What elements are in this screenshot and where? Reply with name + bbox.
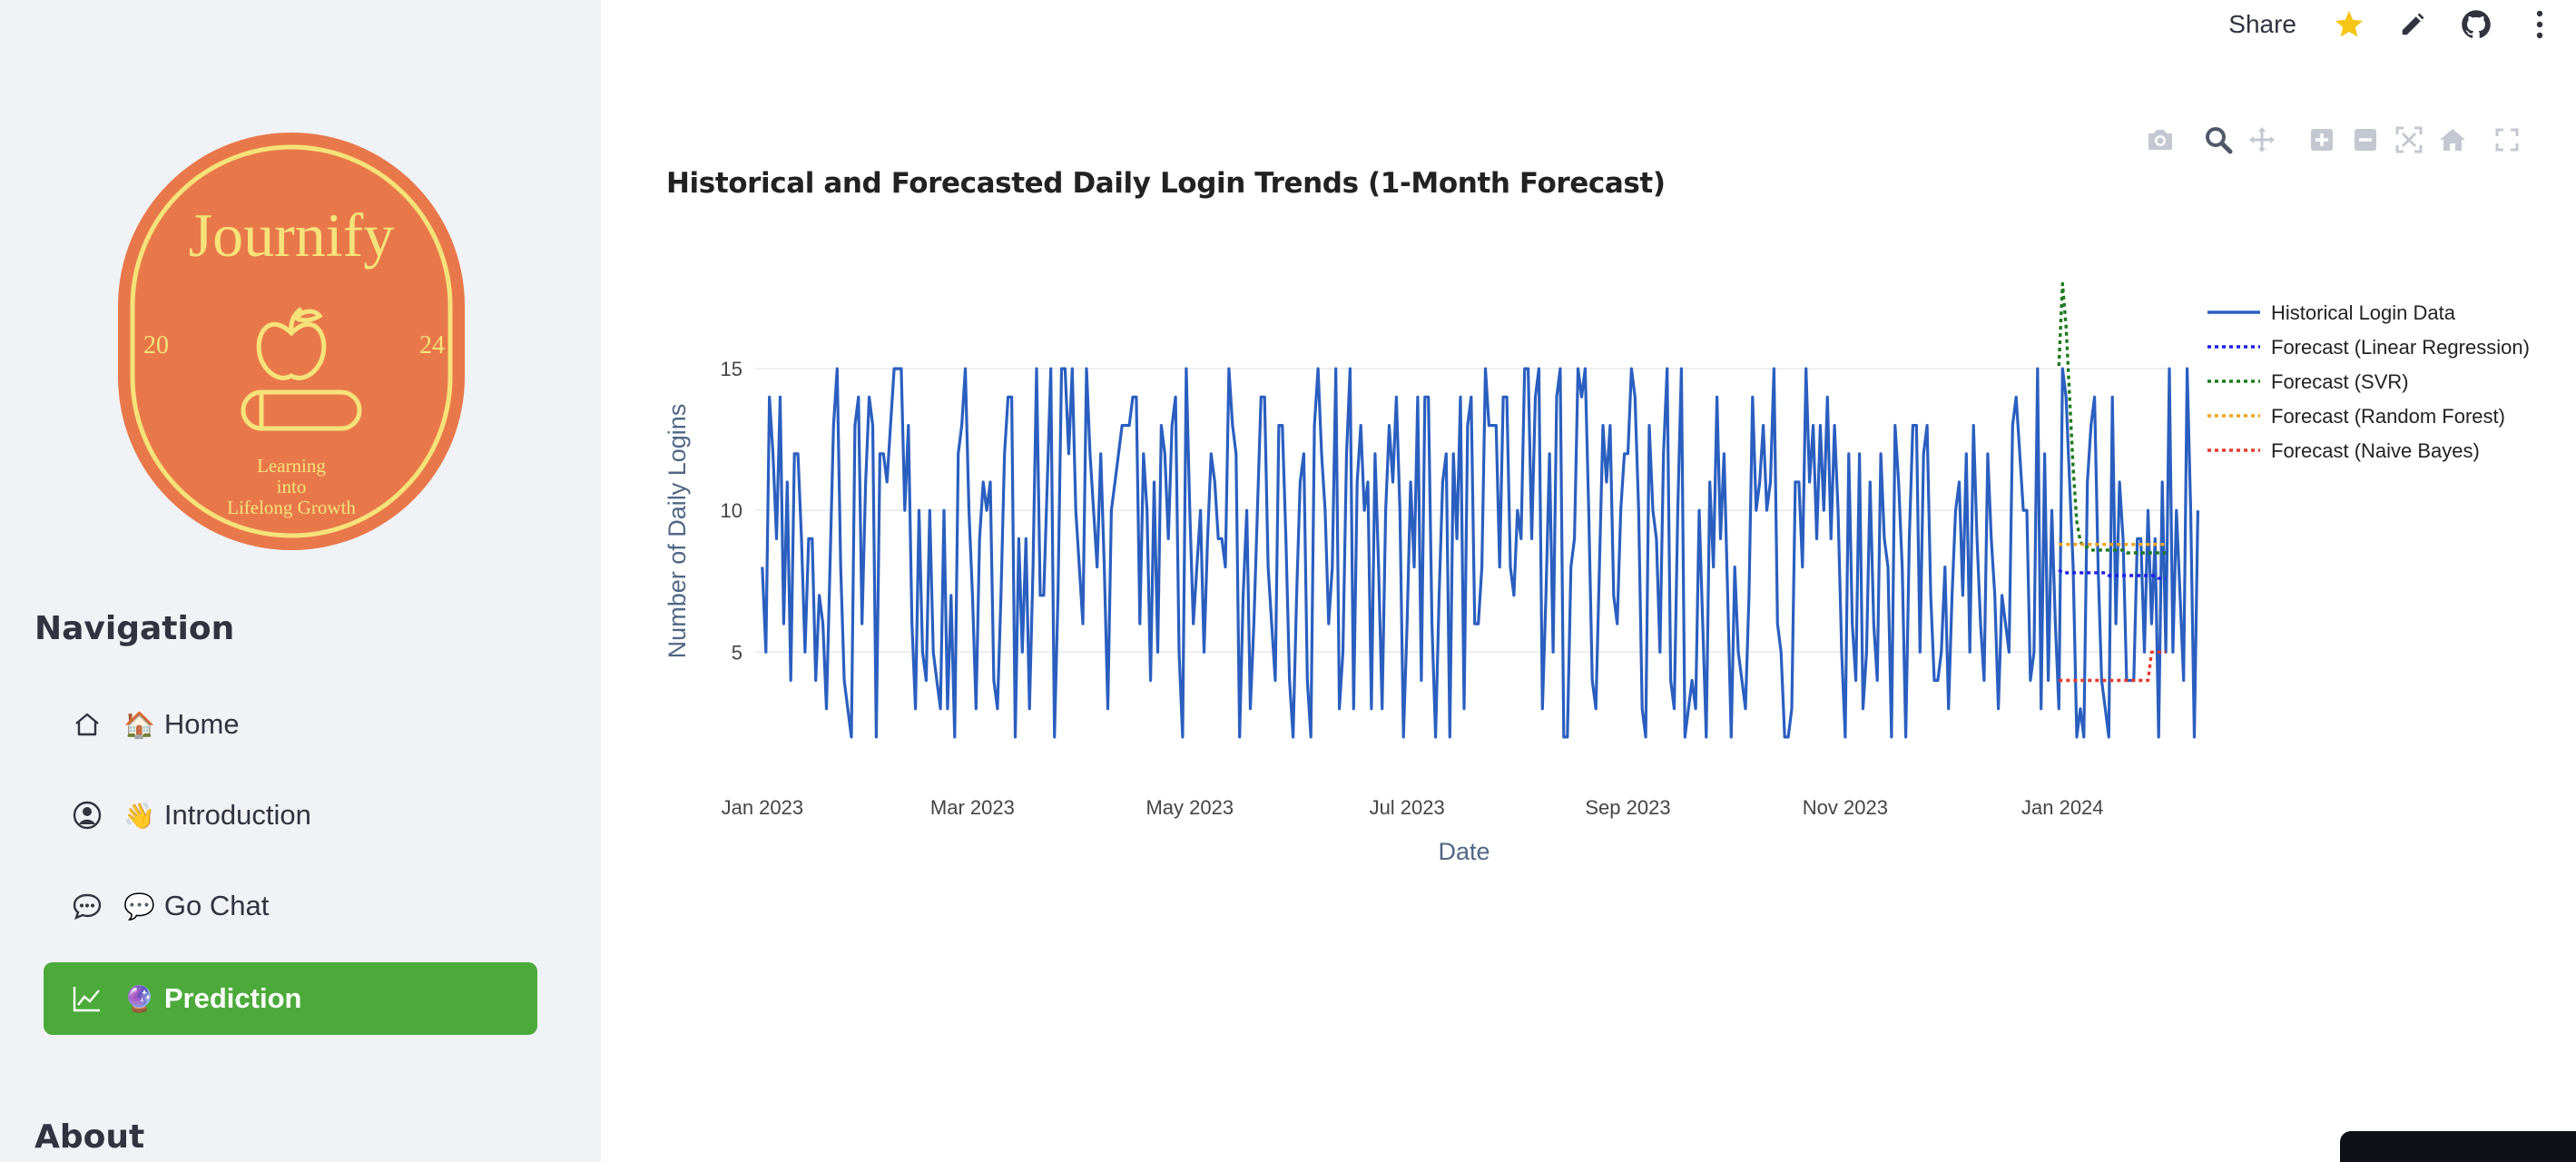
pencil-icon[interactable] xyxy=(2394,6,2431,43)
zoom-icon[interactable] xyxy=(2200,122,2237,158)
nav-item-home[interactable]: 🏠 Home xyxy=(44,688,537,761)
x-tick-label: Jan 2024 xyxy=(2021,796,2104,819)
share-button[interactable]: Share xyxy=(2228,10,2296,38)
nav-label: Prediction xyxy=(163,982,302,1014)
zoom-in-icon[interactable] xyxy=(2304,122,2340,158)
x-tick-label: Jan 2023 xyxy=(722,796,804,819)
x-tick-label: Nov 2023 xyxy=(1803,796,1888,819)
zoom-out-icon[interactable] xyxy=(2347,122,2384,158)
camera-icon[interactable] xyxy=(2142,122,2178,158)
chart-modebar xyxy=(2142,122,2532,158)
legend-label: Forecast (Naive Bayes) xyxy=(2271,439,2480,462)
apple-book-icon xyxy=(241,307,362,431)
nav-emoji: 👋 xyxy=(123,801,155,830)
x-tick-label: Mar 2023 xyxy=(930,796,1015,819)
logo-badge xyxy=(118,133,465,550)
nav-emoji: 💬 xyxy=(123,891,155,921)
x-axis-title: Date xyxy=(1438,838,1490,865)
x-tick-label: Jul 2023 xyxy=(1370,796,1445,819)
chart-title: Historical and Forecasted Daily Login Tr… xyxy=(666,167,1666,200)
nav-item-go-chat[interactable]: 💬 Go Chat xyxy=(44,870,537,942)
y-tick-label: 5 xyxy=(732,641,742,664)
logo-tagline-3: Lifelong Growth xyxy=(227,497,356,518)
navigation-heading: Navigation xyxy=(34,610,235,647)
nav-item-introduction[interactable]: 👋 Introduction xyxy=(44,779,537,852)
journify-logo: Journify 20 24 Learning into Lifelong Gr… xyxy=(118,133,465,550)
legend-label: Forecast (SVR) xyxy=(2271,370,2409,393)
star-icon[interactable] xyxy=(2331,6,2367,43)
series-line-4 xyxy=(2059,650,2167,683)
y-tick-label: 15 xyxy=(721,358,742,380)
y-tick-label: 10 xyxy=(721,499,742,522)
nav-label: Home xyxy=(163,708,240,740)
github-icon[interactable] xyxy=(2458,6,2494,43)
x-tick-label: May 2023 xyxy=(1145,796,1234,819)
logo-inner-ring xyxy=(130,144,453,538)
house-icon xyxy=(69,706,105,743)
person-circle-icon xyxy=(69,797,105,833)
bottom-corner-tab xyxy=(2340,1131,2576,1162)
reset-home-icon[interactable] xyxy=(2434,122,2471,158)
x-tick-label: Sep 2023 xyxy=(1585,796,1670,819)
logo-year-left: 20 xyxy=(143,331,169,359)
pan-icon[interactable] xyxy=(2244,122,2280,158)
nav-label: Introduction xyxy=(163,799,311,831)
logo-year-right: 24 xyxy=(419,331,445,359)
sidebar: Journify 20 24 Learning into Lifelong Gr… xyxy=(0,0,601,1162)
about-heading: About xyxy=(34,1118,145,1156)
nav-item-prediction[interactable]: 🔮 Prediction xyxy=(44,962,537,1035)
header-toolbar: Share xyxy=(2228,0,2576,49)
graph-up-icon xyxy=(69,980,105,1017)
logo-tagline-2: into xyxy=(277,476,307,497)
logo-tagline-1: Learning xyxy=(257,455,326,477)
more-vertical-icon[interactable] xyxy=(2522,6,2558,43)
nav-emoji: 🏠 xyxy=(123,710,155,739)
y-axis-title: Number of Daily Logins xyxy=(664,404,691,659)
fullscreen-icon[interactable] xyxy=(2489,122,2525,158)
legend-label: Historical Login Data xyxy=(2271,301,2456,324)
series-line-2 xyxy=(2057,281,2167,555)
nav-label: Go Chat xyxy=(163,890,270,921)
series-line-0 xyxy=(761,367,2199,739)
nav-emoji: 🔮 xyxy=(123,984,155,1013)
autoscale-icon[interactable] xyxy=(2391,122,2427,158)
legend-label: Forecast (Linear Regression) xyxy=(2271,336,2530,359)
logo-brand: Journify xyxy=(189,201,395,270)
legend-label: Forecast (Random Forest) xyxy=(2271,405,2505,428)
chat-dots-icon xyxy=(69,888,105,924)
